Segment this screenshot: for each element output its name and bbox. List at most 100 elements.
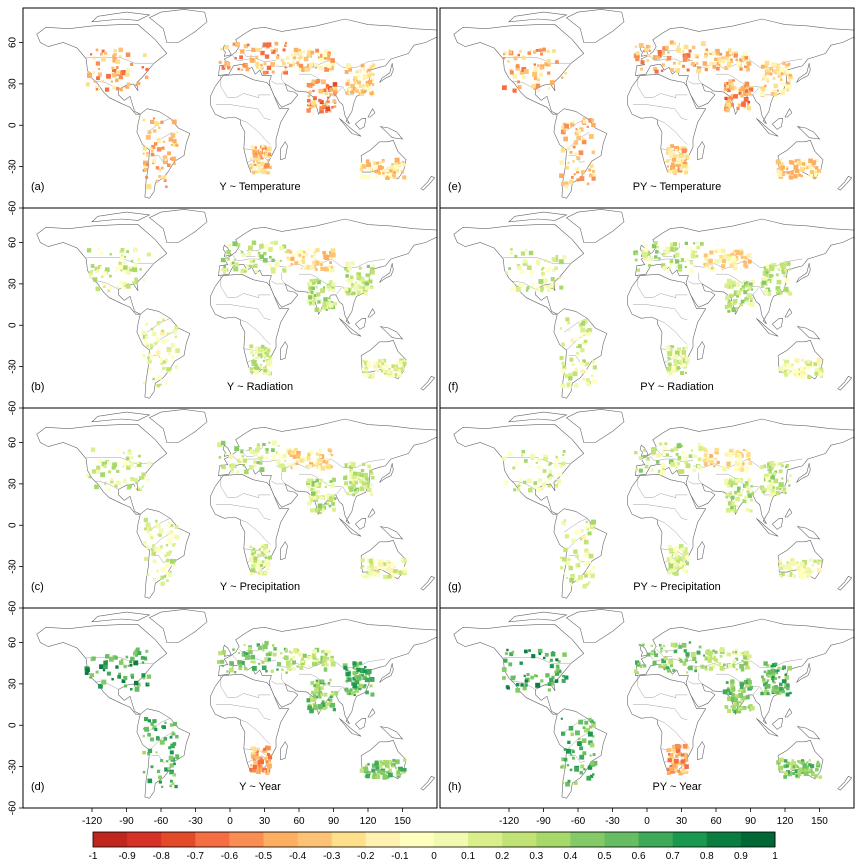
grid-cell xyxy=(730,60,734,63)
grid-cell xyxy=(741,285,745,289)
grid-cell xyxy=(563,130,566,133)
grid-cell xyxy=(647,45,651,49)
grid-cell xyxy=(257,353,263,359)
grid-cell xyxy=(250,157,253,160)
landmass-greenland xyxy=(148,209,208,243)
grid-cell xyxy=(773,463,776,466)
grid-cell xyxy=(678,657,681,660)
grid-cell xyxy=(642,256,648,261)
grid-cell xyxy=(263,756,267,761)
grid-cell xyxy=(309,450,314,455)
grid-cell xyxy=(237,67,240,71)
grid-cell xyxy=(671,762,676,767)
grid-cell xyxy=(374,175,378,179)
grid-cell xyxy=(313,488,316,491)
grid-cell xyxy=(585,551,590,556)
grid-cell xyxy=(503,51,507,55)
grid-cell xyxy=(375,368,378,372)
grid-cell xyxy=(365,159,370,163)
country-border xyxy=(271,80,295,90)
grid-cell xyxy=(673,649,678,654)
y-tick-label: 30 xyxy=(8,678,19,690)
grid-cell xyxy=(267,657,271,662)
grid-cell xyxy=(168,755,174,761)
grid-cell xyxy=(670,448,674,453)
grid-cell xyxy=(779,757,784,763)
x-tick-label: -30 xyxy=(605,816,620,827)
map-panel-f: (f) PY ~ Radiation xyxy=(439,207,855,409)
grid-cell xyxy=(660,69,664,72)
country-border xyxy=(698,472,703,485)
grid-cell xyxy=(380,770,386,775)
grid-cell xyxy=(721,259,726,264)
grid-cell xyxy=(537,89,541,92)
grid-cell xyxy=(672,547,678,552)
grid-cell xyxy=(522,261,528,266)
grid-cell xyxy=(309,265,315,270)
grid-cell xyxy=(170,743,175,749)
grid-cell xyxy=(318,88,324,94)
grid-cell xyxy=(366,162,371,168)
grid-cell xyxy=(741,489,744,492)
grid-cell xyxy=(88,274,93,279)
grid-cell xyxy=(746,302,750,305)
grid-cell xyxy=(85,82,90,87)
grid-cell xyxy=(538,48,543,52)
grid-cell xyxy=(667,570,671,574)
grid-cell xyxy=(779,682,783,687)
grid-cell xyxy=(152,377,155,381)
grid-cell xyxy=(309,695,312,699)
grid-cell xyxy=(781,266,787,272)
grid-cell xyxy=(682,347,685,350)
grid-cell xyxy=(677,769,681,773)
grid-cell xyxy=(130,673,134,678)
grid-cell xyxy=(773,83,778,89)
grid-cell xyxy=(564,560,570,565)
grid-cell xyxy=(277,444,280,447)
landmass-arctic-islands xyxy=(508,211,568,223)
grid-cell xyxy=(271,49,276,54)
landmass-arctic-islands xyxy=(91,211,151,223)
grid-cell xyxy=(286,462,291,467)
grid-cell xyxy=(533,76,538,81)
grid-cell xyxy=(763,464,767,467)
grid-cell xyxy=(266,146,272,152)
grid-cell xyxy=(536,78,541,82)
grid-cell xyxy=(354,488,357,492)
y-tick-label: 30 xyxy=(8,78,19,90)
grid-cell xyxy=(265,669,268,673)
grid-cell xyxy=(273,240,278,245)
grid-cell xyxy=(312,261,316,265)
grid-cell xyxy=(309,708,314,714)
grid-cell xyxy=(566,764,570,767)
grid-cell xyxy=(387,565,391,568)
grid-cell xyxy=(325,663,329,667)
grid-cell xyxy=(263,368,267,373)
grid-cell xyxy=(320,702,326,708)
grid-cell xyxy=(251,47,256,52)
grid-cell xyxy=(591,176,596,181)
grid-cell xyxy=(121,679,126,683)
grid-cell xyxy=(524,459,528,463)
grid-cell xyxy=(174,525,179,529)
country-border xyxy=(633,304,688,320)
grid-cell xyxy=(790,170,795,175)
grid-cell xyxy=(310,255,314,258)
grid-cell xyxy=(350,83,355,89)
grid-cell xyxy=(718,259,722,263)
grid-cell xyxy=(143,164,146,168)
grid-cell xyxy=(141,485,144,488)
grid-cell xyxy=(129,266,132,269)
grid-cell xyxy=(314,258,317,261)
grid-cell xyxy=(562,450,566,453)
grid-cell xyxy=(95,469,101,474)
grid-cell xyxy=(575,579,579,583)
country-border xyxy=(240,119,271,145)
grid-cell xyxy=(576,337,580,341)
grid-cell xyxy=(769,492,774,497)
grid-cell xyxy=(143,160,148,166)
grid-cell xyxy=(671,345,675,349)
grid-cell xyxy=(517,80,520,84)
grid-cell xyxy=(115,665,119,669)
grid-cell xyxy=(320,693,323,696)
